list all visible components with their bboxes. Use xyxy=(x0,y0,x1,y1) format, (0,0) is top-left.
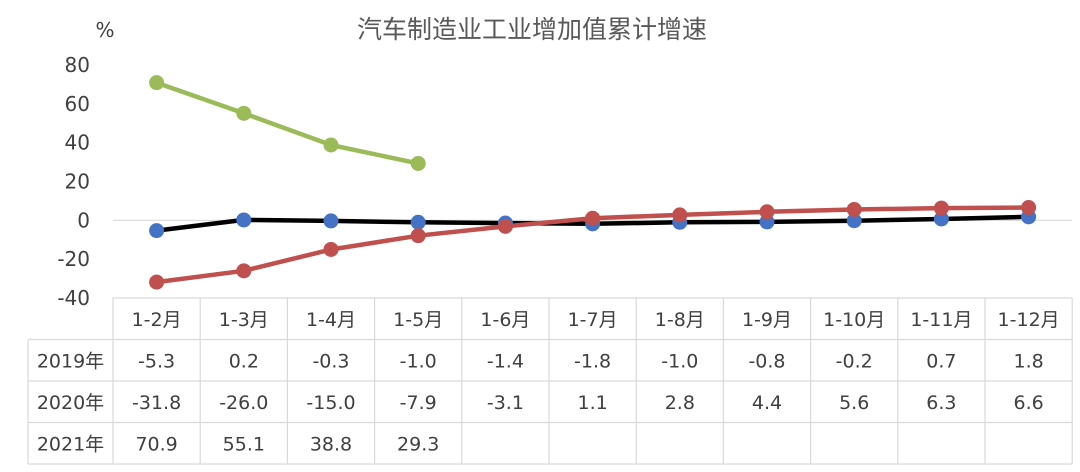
category-label: 1-9月 xyxy=(742,309,792,331)
table-cell: -26.0 xyxy=(219,392,268,414)
data-point xyxy=(149,223,165,239)
data-point xyxy=(933,211,949,227)
y-axis-ticks: 80 60 40 20 0 -20 -40 xyxy=(57,53,90,310)
data-point xyxy=(1021,200,1037,216)
table-cell: 70.9 xyxy=(135,433,177,455)
y-tick-label: 80 xyxy=(65,53,90,77)
table-cell: -1.4 xyxy=(487,350,524,372)
category-label: 1-11月 xyxy=(910,309,972,331)
table-cell: -1.0 xyxy=(400,350,437,372)
category-label: 1-6月 xyxy=(480,309,530,331)
table-cell: -7.9 xyxy=(400,392,437,414)
category-label: 1-5月 xyxy=(393,309,443,331)
data-point xyxy=(149,274,165,290)
table-cell: -0.2 xyxy=(836,350,873,372)
y-tick-label: 40 xyxy=(65,131,90,155)
table-cell: -0.3 xyxy=(312,350,349,372)
table-cell: 5.6 xyxy=(839,392,869,414)
data-point xyxy=(410,214,426,230)
chart-title: 汽车制造业工业增加值累计增速 xyxy=(357,15,707,44)
table-cell: 4.4 xyxy=(752,392,782,414)
data-point xyxy=(236,105,252,121)
data-point xyxy=(149,75,165,91)
table-cell: -0.8 xyxy=(748,350,785,372)
table-cell: -3.1 xyxy=(487,392,524,414)
table-cell: 1.8 xyxy=(1013,350,1043,372)
table-cell: -15.0 xyxy=(306,392,355,414)
series-group xyxy=(149,75,1037,290)
y-tick-label: 60 xyxy=(65,92,90,116)
data-point xyxy=(236,212,252,228)
y-tick-label: -40 xyxy=(57,286,90,310)
y-tick-label: -20 xyxy=(57,247,90,271)
row-label: 2021年 xyxy=(37,433,104,455)
category-label: 1-3月 xyxy=(219,309,269,331)
series-line-2021年 xyxy=(154,80,421,166)
table-cell: -1.0 xyxy=(661,350,698,372)
data-point xyxy=(759,204,775,220)
table-cell: 6.3 xyxy=(926,392,956,414)
data-point xyxy=(585,210,601,226)
data-point xyxy=(410,155,426,171)
table-cell: 29.3 xyxy=(397,433,439,455)
table-cell: 38.8 xyxy=(310,433,352,455)
data-point xyxy=(323,213,339,229)
table-cell: 6.6 xyxy=(1013,392,1043,414)
category-label: 1-12月 xyxy=(998,309,1060,331)
category-label: 1-4月 xyxy=(306,309,356,331)
table-cell: 0.7 xyxy=(926,350,956,372)
y-tick-label: 20 xyxy=(65,170,90,194)
data-point xyxy=(323,137,339,153)
y-axis-unit: % xyxy=(95,18,114,42)
data-point xyxy=(410,228,426,244)
category-label: 1-7月 xyxy=(568,309,618,331)
category-label: 1-8月 xyxy=(655,309,705,331)
category-label: 1-2月 xyxy=(132,309,182,331)
category-label: 1-10月 xyxy=(823,309,885,331)
table-cell: -31.8 xyxy=(132,392,181,414)
data-point xyxy=(846,213,862,229)
table-cell: 0.2 xyxy=(229,350,259,372)
y-tick-label: 0 xyxy=(77,208,90,232)
table-cell: 1.1 xyxy=(577,392,607,414)
table-cell: -5.3 xyxy=(138,350,175,372)
row-label: 2020年 xyxy=(37,392,104,414)
table-cell: 2.8 xyxy=(665,392,695,414)
data-point xyxy=(933,200,949,216)
table-cell: 55.1 xyxy=(223,433,265,455)
data-point xyxy=(236,263,252,279)
data-point xyxy=(672,207,688,223)
data-table: 1-2月 1-3月 1-4月 1-5月 1-6月 1-7月 1-8月 1-9月 1-10月 1-1… xyxy=(27,297,1073,465)
data-point xyxy=(323,241,339,257)
data-point xyxy=(846,201,862,217)
table-cell: -1.8 xyxy=(574,350,611,372)
row-label: 2019年 xyxy=(37,350,104,372)
data-point xyxy=(497,218,513,234)
